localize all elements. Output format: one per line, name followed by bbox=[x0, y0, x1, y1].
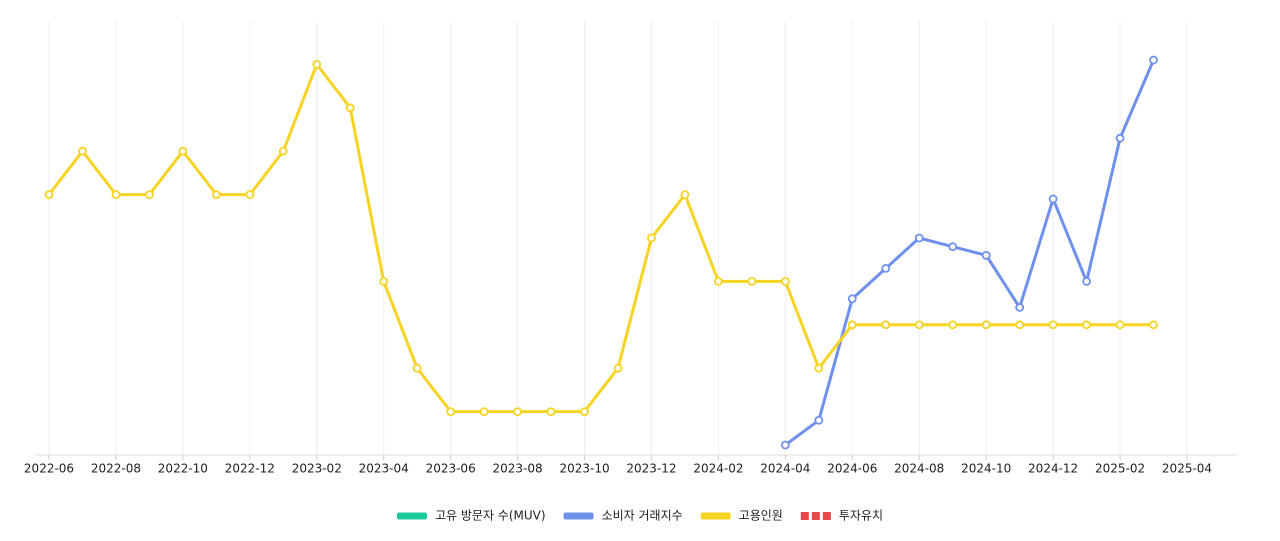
x-tick-label: 2022-06 bbox=[24, 462, 74, 476]
data-point bbox=[847, 294, 857, 304]
x-tick-label: 2024-10 bbox=[961, 462, 1011, 476]
legend-swatch bbox=[563, 512, 594, 520]
legend-swatch bbox=[700, 512, 731, 520]
x-tick-label: 2024-12 bbox=[1028, 462, 1078, 476]
data-point bbox=[245, 190, 255, 200]
data-point bbox=[814, 363, 824, 373]
data-point bbox=[111, 190, 121, 200]
data-point bbox=[1149, 55, 1158, 65]
data-point bbox=[1082, 276, 1091, 286]
legend-swatch bbox=[822, 512, 831, 520]
data-point bbox=[412, 363, 422, 373]
data-point bbox=[479, 407, 489, 417]
data-point bbox=[780, 276, 790, 286]
data-point bbox=[881, 320, 891, 330]
data-point bbox=[1115, 133, 1125, 143]
x-tick-label: 2024-04 bbox=[760, 462, 810, 476]
data-point bbox=[881, 263, 891, 273]
series-line bbox=[784, 59, 1155, 447]
data-point bbox=[981, 250, 991, 260]
data-point bbox=[312, 60, 322, 69]
data-point bbox=[948, 242, 958, 252]
x-tick-label: 2022-12 bbox=[225, 462, 275, 476]
x-tick-label: 2023-08 bbox=[493, 462, 543, 476]
x-tick-label: 2023-06 bbox=[426, 462, 476, 476]
legend-label: 고용인원 bbox=[739, 509, 783, 523]
legend-swatch bbox=[396, 512, 427, 520]
data-point bbox=[814, 415, 824, 425]
data-point bbox=[981, 320, 991, 330]
data-point bbox=[714, 276, 723, 286]
data-point bbox=[145, 190, 154, 200]
data-point bbox=[680, 190, 690, 200]
x-tick-label: 2023-02 bbox=[292, 462, 342, 476]
data-point bbox=[513, 407, 522, 417]
legend-item: 소비자 거래지수 bbox=[563, 509, 683, 523]
data-point bbox=[1015, 320, 1025, 330]
data-point bbox=[379, 276, 389, 286]
data-point bbox=[747, 276, 757, 286]
data-point bbox=[613, 363, 623, 373]
x-tick-label: 2025-04 bbox=[1162, 462, 1212, 476]
legend-swatch bbox=[811, 512, 820, 520]
legend-item: 고유 방문자 수(MUV) bbox=[396, 509, 546, 523]
x-tick-label: 2022-10 bbox=[158, 462, 208, 476]
data-point bbox=[1082, 320, 1091, 330]
data-point bbox=[1149, 320, 1158, 330]
legend-label: 소비자 거래지수 bbox=[602, 509, 683, 523]
x-tick-label: 2024-08 bbox=[894, 462, 944, 476]
data-point bbox=[1048, 320, 1058, 330]
data-point bbox=[948, 320, 958, 330]
legend-item: 고용인원 bbox=[700, 509, 783, 523]
data-point bbox=[44, 190, 54, 200]
data-point bbox=[78, 146, 87, 156]
data-point bbox=[847, 320, 857, 330]
x-tick-label: 2024-02 bbox=[693, 462, 743, 476]
data-point bbox=[647, 233, 656, 243]
series-line bbox=[47, 62, 1154, 414]
legend-label: 투자유치 bbox=[839, 509, 883, 523]
data-point bbox=[211, 190, 221, 200]
x-tick-label: 2024-06 bbox=[827, 462, 877, 476]
legend: 고유 방문자 수(MUV) 소비자 거래지수 고용인원 투자유치 bbox=[396, 509, 883, 523]
data-point bbox=[1048, 194, 1058, 204]
data-point bbox=[580, 407, 589, 417]
data-point bbox=[546, 407, 556, 417]
data-point bbox=[914, 320, 924, 330]
data-point bbox=[780, 440, 790, 450]
data-point bbox=[446, 407, 456, 417]
data-point bbox=[278, 146, 288, 156]
legend-swatch bbox=[800, 512, 809, 520]
x-tick-label: 2023-10 bbox=[559, 462, 609, 476]
x-tick-label: 2023-04 bbox=[359, 462, 409, 476]
x-tick-label: 2022-08 bbox=[91, 462, 141, 476]
data-point bbox=[1015, 303, 1025, 312]
x-tick-label: 2025-02 bbox=[1095, 462, 1145, 476]
data-point bbox=[345, 103, 355, 113]
data-point bbox=[914, 233, 924, 243]
legend-item: 투자유치 bbox=[800, 509, 883, 523]
data-point bbox=[178, 146, 188, 156]
data-point bbox=[1115, 320, 1125, 330]
x-tick-label: 2023-12 bbox=[626, 462, 676, 476]
legend-label: 고유 방문자 수(MUV) bbox=[435, 509, 546, 523]
